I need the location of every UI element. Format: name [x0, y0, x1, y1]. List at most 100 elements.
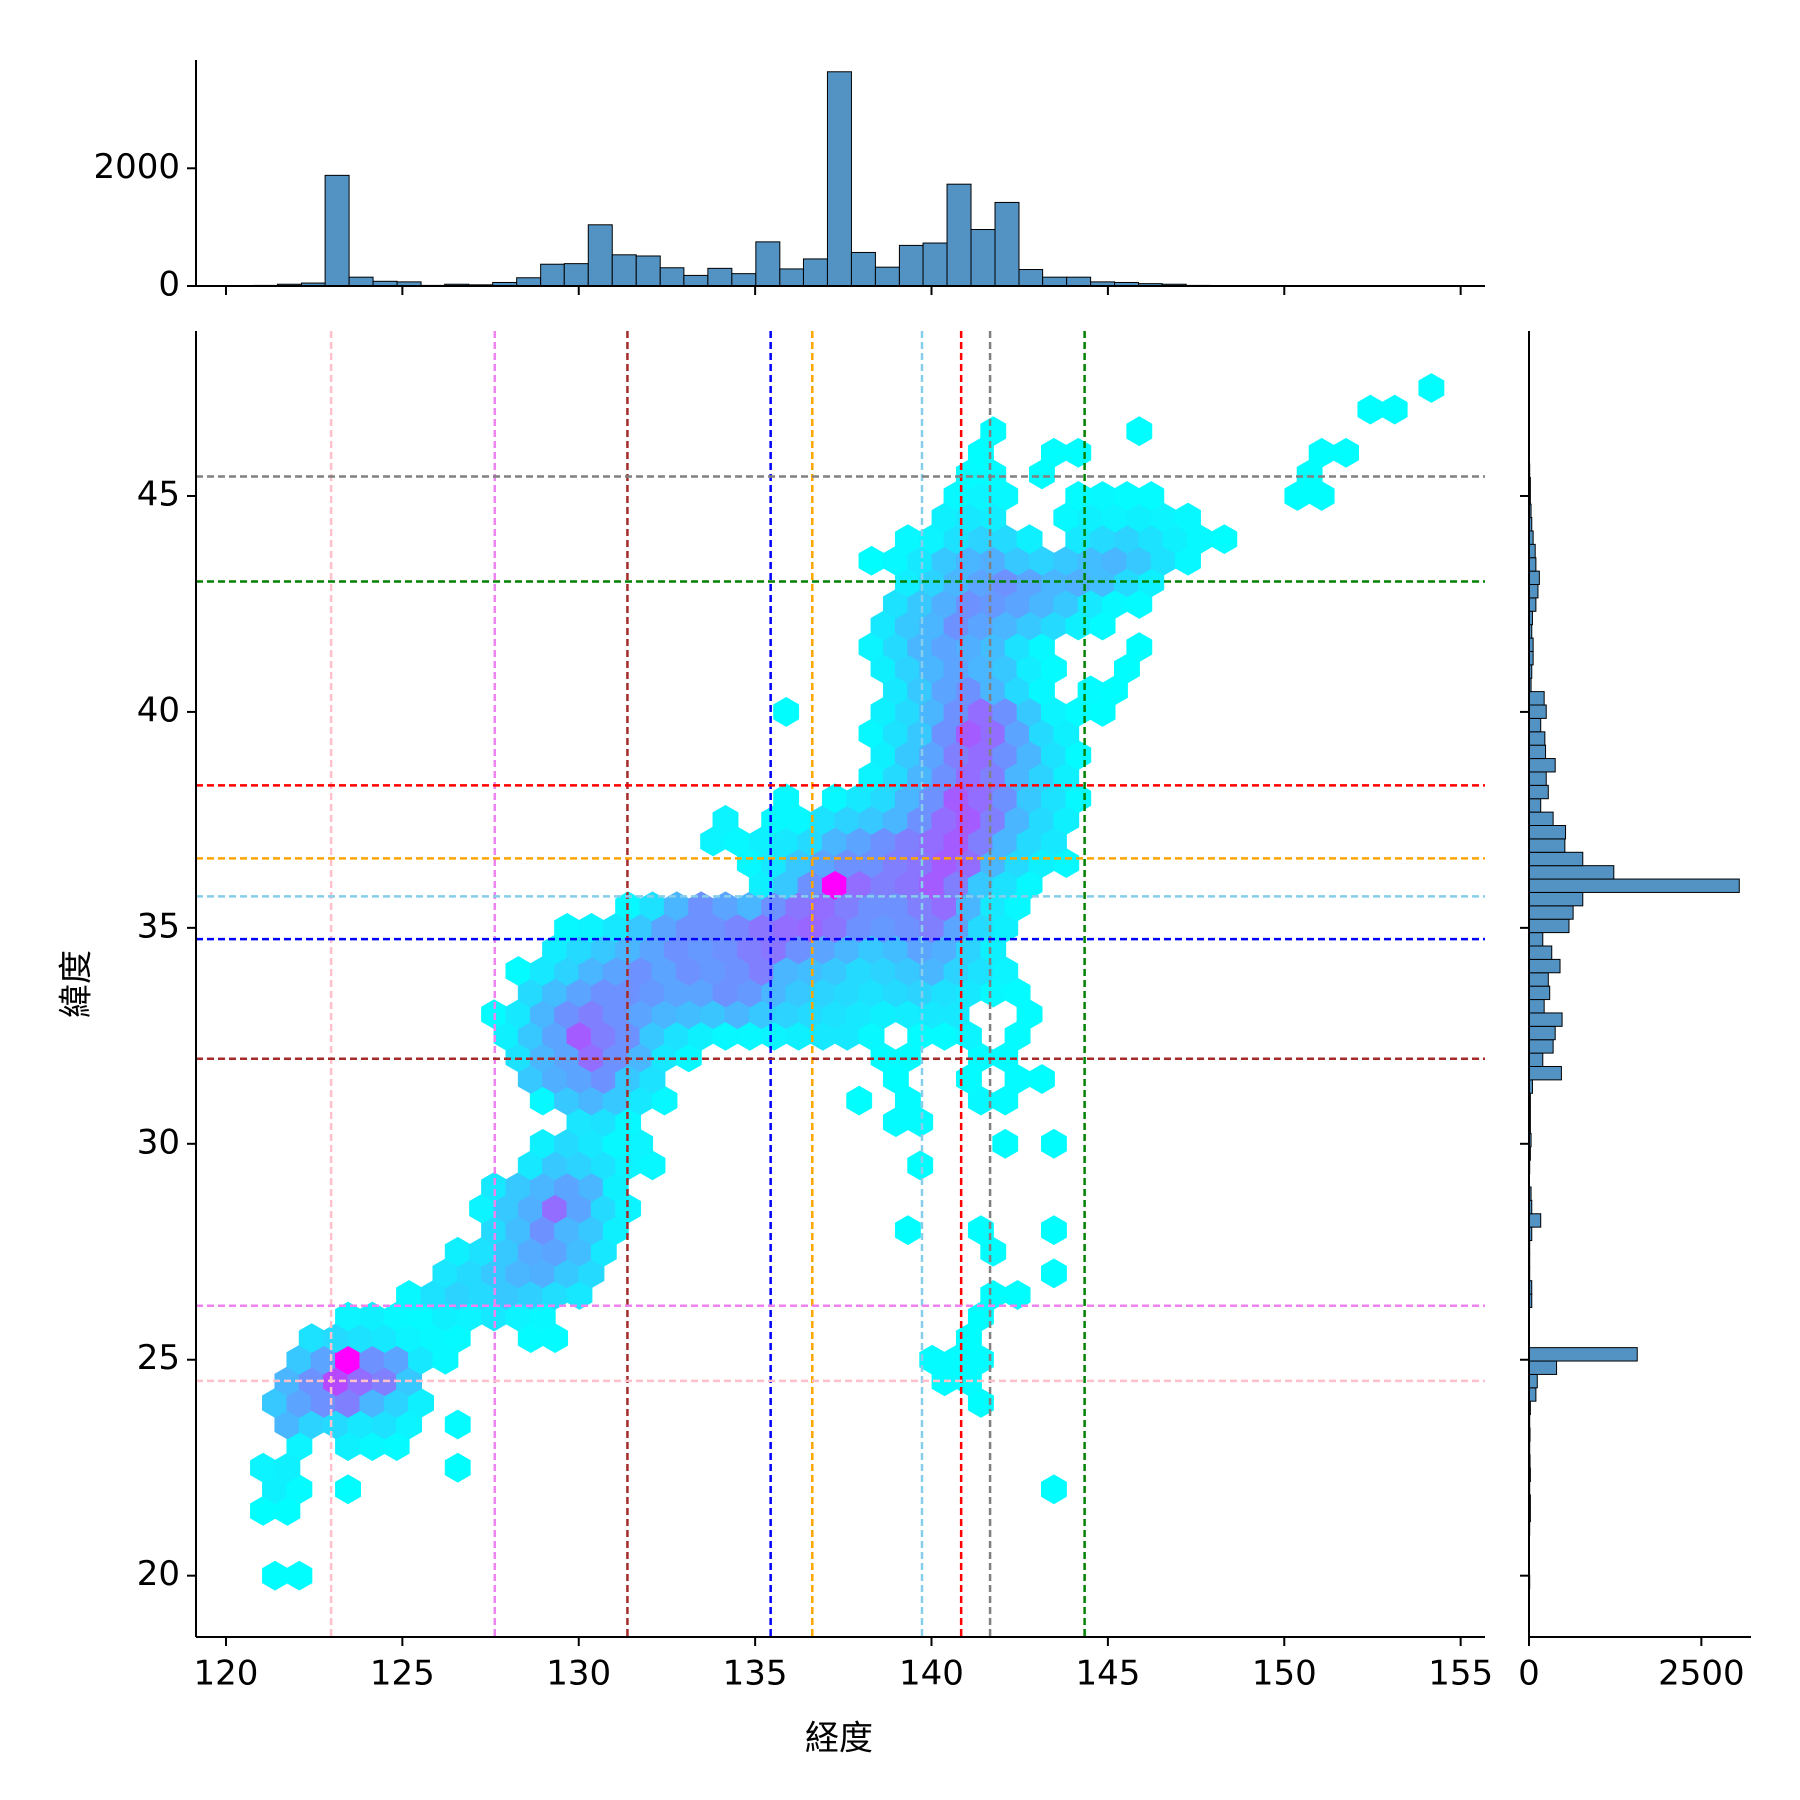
hexbin-layer — [250, 373, 1445, 1591]
hist-bar — [1528, 731, 1546, 746]
hex-cell — [773, 696, 800, 727]
hist-bar — [1528, 557, 1537, 572]
hist-bar — [348, 276, 374, 287]
hist-bar — [707, 267, 733, 287]
hist-bar — [1528, 1387, 1537, 1402]
hist-bar — [324, 174, 350, 287]
hex-cell — [1418, 373, 1445, 403]
x-tick-label: 120 — [194, 1654, 259, 1694]
hex-cell — [712, 804, 739, 835]
x-tick-label: 145 — [1075, 1654, 1140, 1694]
hex-cell — [1040, 1474, 1067, 1505]
y-tick-label: 35 — [137, 906, 180, 946]
hist-bar — [850, 251, 876, 287]
hist-bar — [1528, 1213, 1542, 1228]
hist-bar — [731, 273, 757, 287]
hist-bar — [1528, 1373, 1538, 1389]
hist-bar — [1528, 891, 1584, 907]
hex-cell — [1333, 437, 1359, 468]
hist-bar — [683, 274, 709, 287]
hist-bar — [826, 71, 852, 287]
hex-cell — [444, 1409, 471, 1440]
hex-cell — [1211, 524, 1238, 555]
hist-bar — [922, 242, 948, 287]
y-tick-label: 40 — [137, 690, 180, 730]
x-tick-label: 155 — [1428, 1654, 1493, 1694]
hist-bar — [1528, 811, 1554, 827]
hist-bar — [1042, 276, 1068, 287]
y-tick-label: 45 — [137, 474, 180, 514]
hist-bar — [1528, 1065, 1562, 1081]
hex-cell — [1040, 1128, 1067, 1159]
hist-bar — [1528, 784, 1549, 800]
x-tick-label: 140 — [899, 1654, 964, 1694]
hex-cell — [858, 545, 885, 576]
hist-bar — [1528, 597, 1537, 612]
hist-bar — [1528, 1025, 1556, 1041]
hex-cell — [1175, 502, 1201, 533]
hex-cell — [1016, 524, 1043, 555]
hex-cell — [773, 783, 800, 814]
hist-bar — [1528, 958, 1561, 974]
hist-bar — [1528, 838, 1566, 853]
hist-bar — [874, 266, 900, 287]
hist-bar — [1528, 691, 1545, 706]
x-tick-label: 2500 — [1658, 1654, 1745, 1694]
hex-cell — [286, 1560, 313, 1591]
hist-bar — [755, 241, 781, 287]
x-tick-label: 125 — [370, 1654, 435, 1694]
hex-cell — [335, 1474, 361, 1505]
hist-bar — [1528, 771, 1547, 786]
y-axis-label: 緯度 — [57, 950, 97, 1018]
hist-bar — [1528, 865, 1615, 880]
hex-cell — [1126, 632, 1153, 663]
hist-bar — [1528, 932, 1544, 947]
hist-bar — [516, 277, 542, 287]
hist-bar — [1528, 918, 1570, 934]
hex-cell — [846, 1085, 873, 1116]
y-tick-label: 0 — [158, 265, 180, 305]
hist-bar — [635, 255, 661, 287]
hist-bar — [587, 224, 613, 287]
hex-cell — [992, 1128, 1019, 1159]
hist-bar — [1528, 704, 1547, 719]
hex-cell — [444, 1452, 471, 1483]
x-axis-label: 経度 — [805, 1719, 873, 1759]
x-tick-label: 135 — [723, 1654, 788, 1694]
hist-bar — [1528, 1347, 1638, 1362]
hist-bar — [1528, 1052, 1544, 1067]
y-tick-label: 2000 — [93, 147, 180, 187]
hist-bar — [611, 254, 637, 287]
hist-bar — [802, 258, 828, 287]
hist-bar — [946, 183, 972, 287]
hist-bar — [1528, 945, 1553, 960]
hist-bar — [1018, 269, 1044, 287]
hist-bar — [1528, 972, 1549, 987]
hex-cell — [1065, 437, 1092, 468]
hist-bar — [970, 229, 996, 287]
hex-cell — [907, 1150, 934, 1181]
hex-cell — [1004, 1280, 1031, 1310]
hist-bar — [1528, 717, 1542, 733]
hist-bar — [1528, 905, 1574, 920]
hist-bar — [1528, 744, 1547, 760]
x-tick-label: 0 — [1518, 1654, 1540, 1694]
hist-bar — [1528, 999, 1545, 1014]
y-tick-label: 25 — [137, 1338, 180, 1378]
hist-bar — [898, 244, 924, 287]
hist-bar — [1528, 851, 1584, 867]
hist-bar — [1528, 878, 1740, 893]
hex-cell — [262, 1560, 288, 1591]
hist-bar — [540, 263, 565, 287]
hist-bar — [1528, 570, 1540, 586]
hex-cell — [980, 416, 1007, 447]
y-tick-label: 30 — [137, 1122, 180, 1162]
hist-bar — [1528, 1012, 1563, 1027]
hist-bar — [1528, 1039, 1554, 1054]
hex-cell — [1381, 394, 1408, 425]
hex-cell — [1126, 416, 1153, 447]
hex-cell — [894, 1215, 921, 1246]
hex-cell — [1357, 394, 1384, 425]
hist-bar — [1528, 584, 1539, 599]
